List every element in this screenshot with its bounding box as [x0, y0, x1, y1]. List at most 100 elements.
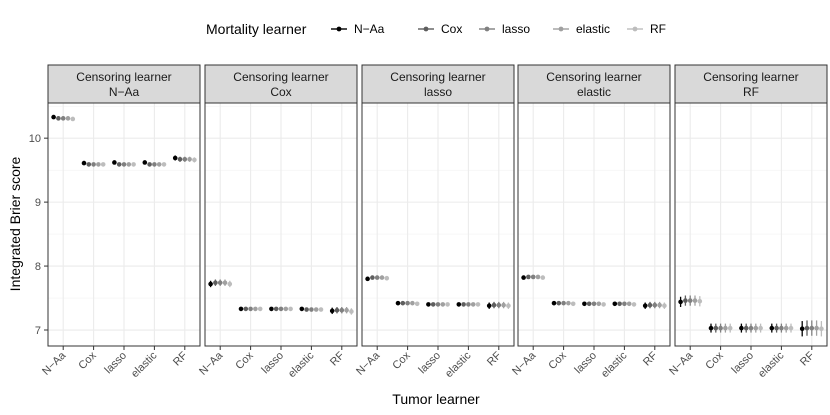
- data-point: [410, 300, 415, 306]
- series-n-aa: [678, 296, 805, 337]
- data-point: [51, 114, 56, 120]
- data-point: [783, 325, 789, 331]
- data-point: [570, 301, 576, 307]
- data-point: [227, 281, 233, 287]
- data-point: [435, 302, 441, 307]
- legend-key-point: [484, 26, 490, 32]
- data-point: [461, 302, 466, 307]
- data-point: [470, 302, 476, 307]
- strip-label-line1: Censoring learner: [703, 70, 798, 84]
- data-point: [56, 116, 61, 121]
- data-point: [556, 300, 562, 306]
- strip-label-line1: Censoring learner: [76, 70, 171, 84]
- series-n-aa: [521, 275, 648, 309]
- series-cox: [370, 275, 497, 309]
- series-elastic: [65, 116, 192, 167]
- series-n-aa: [208, 280, 335, 315]
- data-point: [631, 302, 637, 307]
- y-tick-label: 9: [35, 197, 41, 209]
- data-point: [248, 306, 253, 312]
- data-point: [344, 307, 349, 313]
- data-point: [486, 303, 492, 309]
- data-point: [112, 160, 117, 165]
- data-point: [131, 162, 136, 167]
- data-point: [692, 298, 698, 303]
- series-elastic: [535, 274, 662, 309]
- data-point: [299, 306, 305, 312]
- data-point: [273, 306, 279, 312]
- y-tick-label: 10: [29, 133, 41, 145]
- data-point: [243, 306, 249, 312]
- data-point: [626, 301, 632, 307]
- data-point: [238, 306, 244, 312]
- data-point: [384, 275, 390, 281]
- data-point: [697, 298, 703, 304]
- series-rf: [70, 116, 197, 167]
- data-point: [96, 162, 101, 167]
- legend-key-point: [558, 26, 564, 32]
- x-axis-title: Tumor learner: [392, 391, 480, 407]
- data-point: [496, 302, 502, 308]
- data-point: [60, 116, 66, 121]
- legend-label: RF: [650, 22, 666, 36]
- data-point: [647, 302, 653, 308]
- data-point: [156, 162, 162, 167]
- data-point: [318, 307, 324, 312]
- data-point: [121, 162, 127, 167]
- data-point: [739, 325, 744, 331]
- data-point: [288, 306, 293, 312]
- data-point: [370, 275, 375, 280]
- data-point: [596, 301, 602, 307]
- data-point: [506, 303, 511, 309]
- data-point: [414, 301, 420, 307]
- series-n-aa: [365, 276, 492, 309]
- data-point: [339, 307, 345, 313]
- series-elastic: [692, 295, 819, 336]
- strip-label-line1: Censoring learner: [546, 70, 641, 84]
- data-point: [535, 274, 541, 280]
- y-axis: 7 8 9 10: [29, 133, 48, 337]
- data-point: [217, 280, 223, 285]
- series-lasso: [217, 279, 345, 314]
- data-point: [213, 280, 218, 285]
- y-tick-label: 8: [35, 261, 41, 273]
- data-point: [774, 325, 779, 331]
- strip-label-line1: Censoring learner: [233, 70, 328, 84]
- data-point: [819, 326, 824, 332]
- series-cox: [526, 274, 653, 309]
- legend-item-rf: RF: [627, 22, 666, 36]
- panel-strip: [517, 64, 671, 104]
- data-point: [430, 302, 436, 307]
- data-point: [758, 325, 763, 331]
- data-point: [278, 306, 284, 312]
- legend-label: Cox: [441, 22, 462, 36]
- data-point: [400, 300, 406, 306]
- legend-items: N−Aa Cox lasso elastic RF: [331, 22, 666, 36]
- data-point: [788, 325, 794, 331]
- data-point: [257, 306, 263, 312]
- data-point: [521, 275, 526, 280]
- data-point: [662, 303, 667, 309]
- data-point: [612, 301, 618, 307]
- series-rf: [540, 275, 667, 309]
- data-point: [222, 280, 228, 285]
- strip-label-line2: N−Aa: [109, 85, 140, 99]
- data-point: [456, 302, 462, 307]
- strip-label-line2: lasso: [424, 85, 452, 99]
- data-point: [426, 302, 431, 307]
- data-point: [708, 325, 714, 331]
- data-point: [395, 300, 401, 306]
- data-point: [161, 162, 167, 167]
- data-point: [334, 307, 340, 313]
- legend-key-point: [423, 26, 429, 32]
- data-point: [172, 155, 178, 161]
- data-point: [814, 325, 819, 331]
- data-point: [687, 298, 693, 303]
- data-point: [591, 301, 597, 307]
- data-point: [365, 276, 370, 282]
